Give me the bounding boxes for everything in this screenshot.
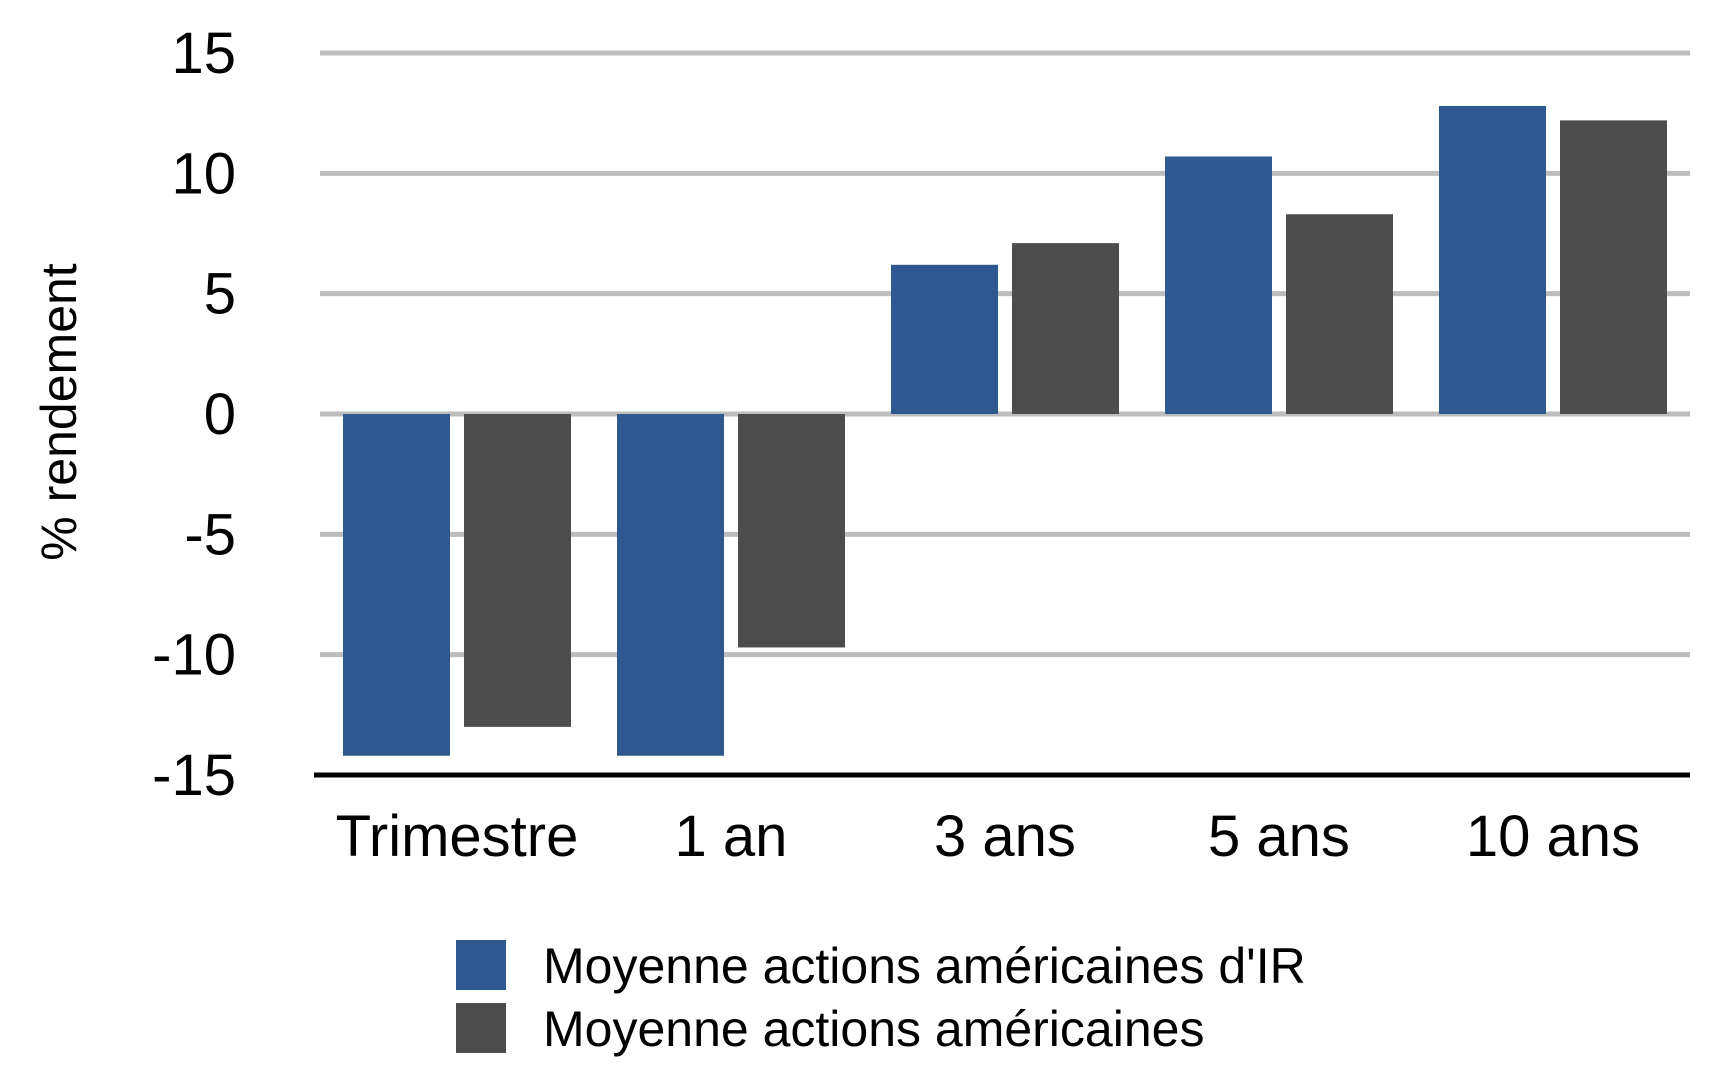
bar (617, 414, 724, 756)
x-tick-label: 1 an (675, 804, 788, 869)
y-tick-label: 15 (171, 21, 236, 86)
legend-swatch (456, 940, 506, 990)
legend-label: Moyenne actions américaines d'IR (543, 938, 1306, 994)
bar (1439, 105, 1546, 415)
bar (464, 414, 571, 727)
x-axis-tick-labels: Trimestre 1 an 3 ans 5 ans 10 ans (336, 804, 1640, 869)
x-tick-label: 3 ans (934, 804, 1076, 869)
bar (1165, 156, 1272, 414)
y-tick-label: -10 (152, 623, 236, 688)
bar (1286, 214, 1393, 414)
bar (1560, 120, 1667, 415)
x-tick-label: Trimestre (336, 804, 579, 869)
bars (343, 105, 1667, 756)
y-tick-label: 5 (204, 262, 236, 327)
y-tick-label: 10 (171, 141, 236, 206)
y-tick-label: 0 (204, 382, 236, 447)
bar (343, 414, 450, 756)
y-axis-tick-labels: 15 10 5 0 -5 -10 -15 (152, 21, 236, 808)
legend-swatch (456, 1003, 506, 1053)
bar (1012, 243, 1119, 414)
x-tick-label: 5 ans (1208, 804, 1350, 869)
y-tick-label: -5 (184, 502, 236, 567)
y-tick-label: -15 (152, 743, 236, 808)
legend: Moyenne actions américaines d'IR Moyenne … (456, 938, 1306, 1057)
x-tick-label: 10 ans (1466, 804, 1640, 869)
y-axis-title: % rendement (31, 263, 87, 560)
bar (891, 264, 998, 414)
bar (738, 414, 845, 648)
legend-label: Moyenne actions américaines (543, 1001, 1204, 1057)
